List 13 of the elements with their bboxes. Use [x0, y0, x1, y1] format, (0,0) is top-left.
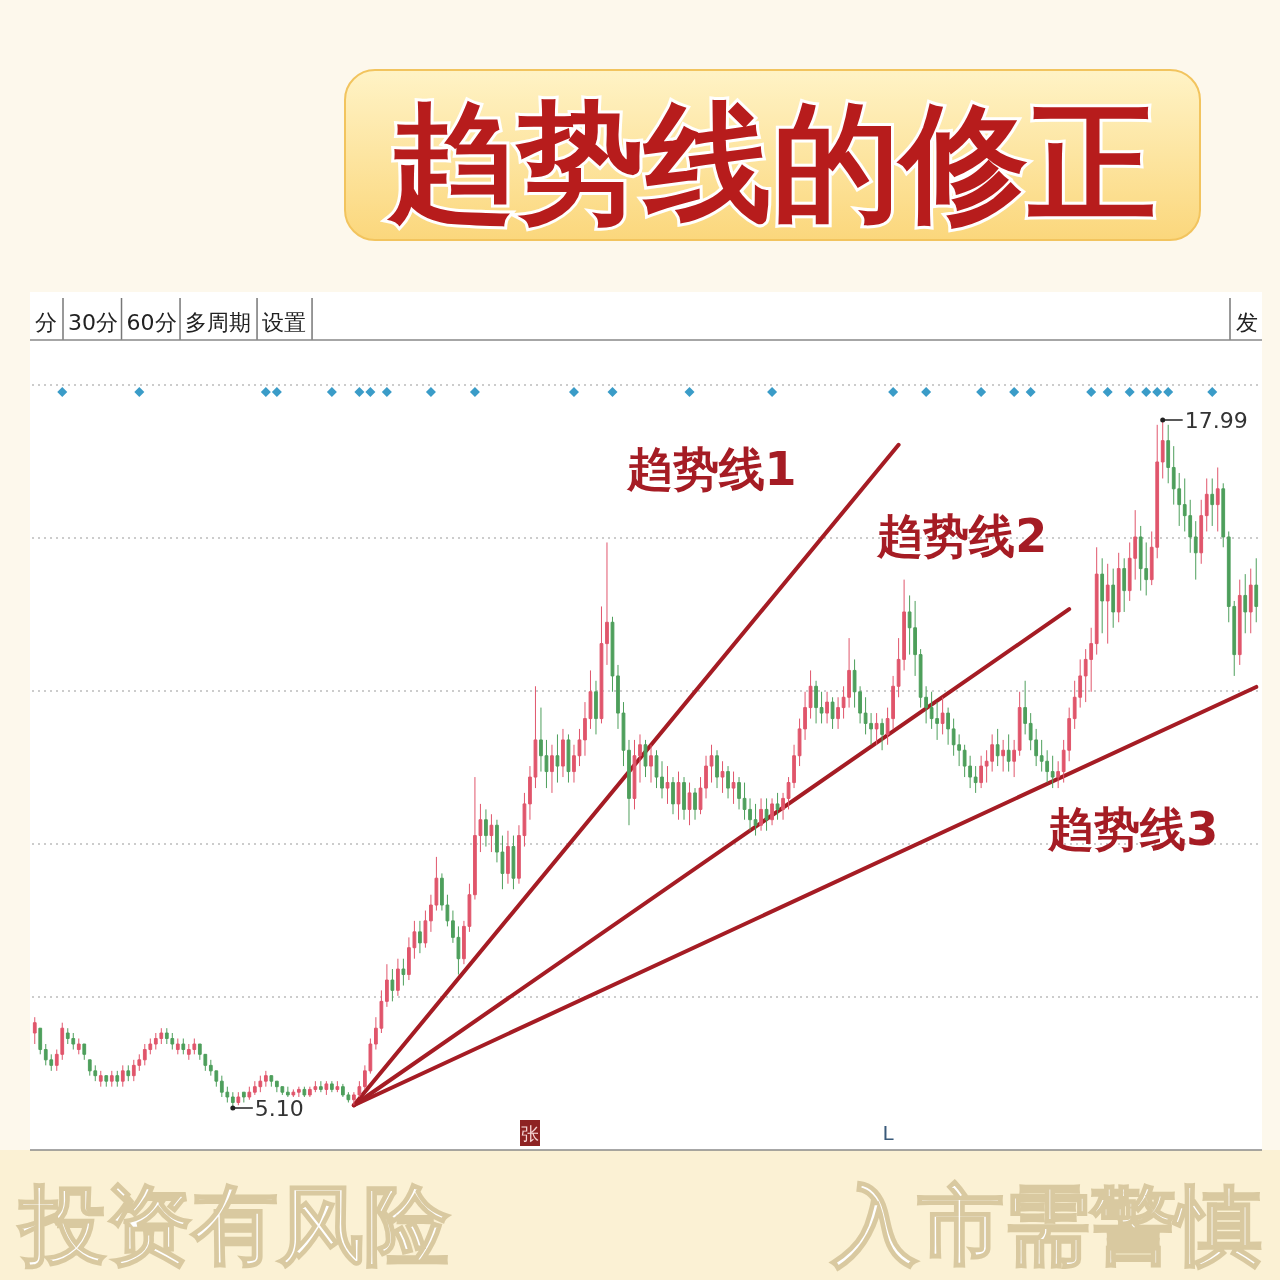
text: 60分	[126, 310, 177, 335]
annotation: 5.10	[254, 1096, 304, 1121]
text: 分	[35, 310, 57, 335]
series-label: 趋势线2	[876, 509, 1048, 564]
annotation: 17.99	[1184, 408, 1248, 433]
text: 发	[1236, 310, 1258, 335]
chart-title: 趋势线的修正	[386, 88, 1156, 237]
text: 多周期	[185, 310, 252, 335]
text: 设置	[262, 310, 307, 335]
text: 30分	[68, 310, 118, 335]
series-label: 趋势线1	[625, 441, 797, 496]
series-label: 趋势线3	[1047, 801, 1219, 856]
text: L	[882, 1121, 895, 1145]
